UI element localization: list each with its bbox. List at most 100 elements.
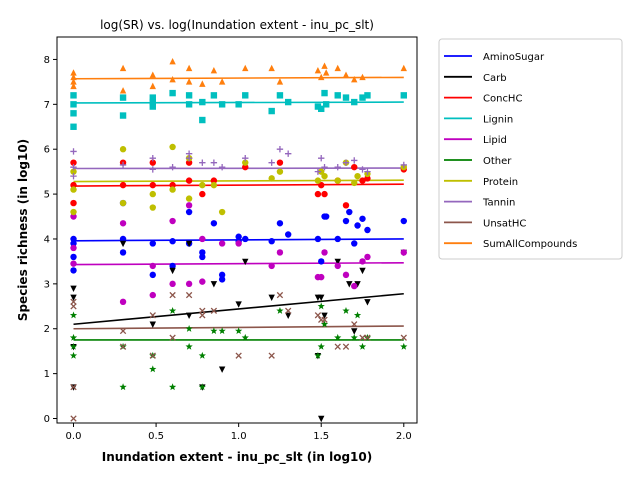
data-point [119,240,127,248]
data-point [218,78,226,85]
data-point [218,327,226,335]
data-point [119,146,127,153]
data-point [70,260,77,267]
data-point [268,175,275,182]
data-point [198,351,206,359]
x-axis: 0.0 0.5 1.0 1.5 2.0 [66,423,412,442]
data-point [334,258,341,266]
data-point [334,235,341,243]
data-point [400,342,408,350]
data-point [351,179,358,187]
data-point [321,316,328,323]
data-point [199,278,206,285]
data-point [185,101,193,108]
data-point [169,262,176,270]
data-point [70,69,77,76]
data-point [149,321,156,328]
data-point [400,92,407,99]
data-point [342,306,350,314]
data-point [235,240,242,247]
series-unsathc [70,291,407,422]
legend-label: Carb [483,73,507,84]
data-point [199,312,206,319]
data-point [185,177,193,184]
data-point [70,110,77,117]
data-point [169,280,176,288]
data-point [364,253,371,261]
data-point [314,66,322,74]
data-point [342,71,350,78]
data-point [119,235,127,243]
y-tick-label: 2 [44,324,50,335]
data-point [199,159,206,166]
data-point [351,157,358,164]
data-point [268,352,275,359]
data-point [346,208,353,216]
data-point [70,92,77,99]
data-point [199,98,206,106]
data-point [199,235,206,243]
data-point [400,161,407,169]
data-point [149,291,156,299]
legend-label: Other [483,156,512,167]
data-point [321,89,328,97]
data-point [321,249,328,256]
data-point [185,92,193,99]
y-tick-label: 6 [44,145,50,156]
data-point [242,64,249,72]
data-point [318,294,325,302]
fit-line-lipid [73,261,404,266]
data-point [70,267,77,274]
data-point [149,312,156,319]
data-point [322,69,330,76]
data-point [235,233,242,240]
data-point [168,306,177,314]
data-point [185,159,193,166]
legend-label: Lipid [483,135,507,146]
data-point [70,253,77,261]
data-point [149,365,157,373]
data-point [149,352,156,359]
data-point [218,271,226,279]
data-point [276,220,284,227]
data-point [242,258,249,266]
data-point [400,249,407,256]
data-point [350,333,358,341]
data-point [185,208,193,216]
data-point [119,327,127,335]
data-point [210,281,218,288]
data-point [119,87,127,94]
data-point [284,150,292,157]
data-point [149,181,156,189]
data-point [318,181,325,189]
data-point [359,94,366,101]
data-point [284,312,292,319]
data-point [400,64,407,72]
fit-line-carb [73,292,404,326]
data-point [314,103,322,110]
data-point [342,159,350,166]
data-point [351,282,358,290]
data-point [318,258,325,265]
data-point [168,383,177,391]
data-point [185,240,193,248]
data-point [284,231,292,238]
data-point [351,163,358,171]
data-point [119,94,127,101]
y-tick-label: 7 [44,100,50,111]
data-point [318,415,325,423]
data-point [185,342,193,350]
data-point [119,383,127,391]
data-point [199,116,206,124]
data-point [210,327,218,335]
data-point [69,351,78,359]
data-point [342,94,350,101]
data-point [149,240,156,247]
data-point [218,366,226,373]
data-point [242,235,249,243]
data-point [70,181,77,189]
data-point [359,215,366,222]
data-point [318,273,325,281]
data-point [276,168,284,175]
